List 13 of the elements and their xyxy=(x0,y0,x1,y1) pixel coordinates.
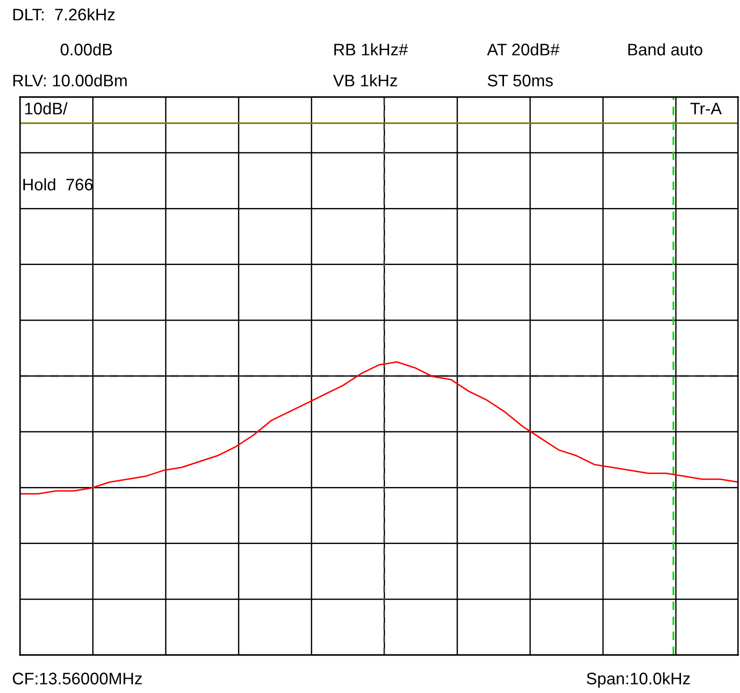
text: Span:10.0kHz xyxy=(586,672,690,688)
text: RLV: 10.00dBm xyxy=(13,74,127,86)
text: Hold 766 xyxy=(23,178,93,190)
text: 10dB/ xyxy=(25,102,68,114)
text: CF:13.56000MHz xyxy=(12,672,142,684)
text: AT 20dB# xyxy=(487,43,560,56)
text: Band auto xyxy=(628,43,702,56)
text: ST 50ms xyxy=(488,74,553,86)
text: Tr-A xyxy=(690,102,722,114)
text: RB 1kHz# xyxy=(334,43,408,56)
text: 0.00dB xyxy=(60,43,112,56)
text: DLT: 7.26kHz xyxy=(13,8,115,20)
text: VB 1kHz xyxy=(333,74,398,86)
